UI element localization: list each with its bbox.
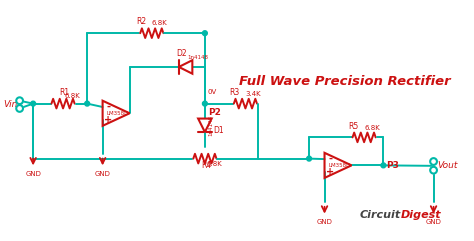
- Text: -: -: [328, 154, 332, 164]
- Text: 6.8K: 6.8K: [152, 20, 168, 27]
- Text: Digest: Digest: [401, 210, 441, 220]
- Circle shape: [31, 101, 36, 106]
- Circle shape: [202, 31, 207, 36]
- Text: GND: GND: [426, 219, 441, 225]
- Text: R4: R4: [201, 161, 211, 169]
- Text: LM358D: LM358D: [329, 163, 351, 168]
- Text: R5: R5: [348, 122, 358, 131]
- Circle shape: [430, 158, 437, 165]
- Circle shape: [202, 101, 207, 106]
- Text: R3: R3: [229, 88, 240, 97]
- Text: P2: P2: [208, 108, 221, 117]
- Text: GND: GND: [25, 171, 41, 177]
- Text: R2: R2: [136, 17, 146, 27]
- Text: Vout: Vout: [438, 161, 458, 170]
- Circle shape: [430, 167, 437, 174]
- Text: 1n4148: 1n4148: [209, 115, 214, 136]
- Circle shape: [85, 101, 90, 106]
- Text: R1: R1: [59, 88, 69, 97]
- Text: D1: D1: [214, 126, 224, 135]
- Text: P3: P3: [386, 161, 399, 170]
- Text: Circuit: Circuit: [359, 210, 401, 220]
- Circle shape: [16, 105, 23, 112]
- Text: D2: D2: [176, 49, 187, 58]
- Text: 6.8K: 6.8K: [364, 125, 380, 131]
- Circle shape: [307, 156, 311, 161]
- Text: 6.8K: 6.8K: [207, 161, 223, 167]
- Text: Vin: Vin: [3, 100, 18, 109]
- Text: -: -: [106, 102, 110, 112]
- Text: Full Wave Precision Rectifier: Full Wave Precision Rectifier: [239, 75, 451, 88]
- Text: GND: GND: [317, 219, 332, 225]
- Text: 6.8K: 6.8K: [65, 93, 81, 99]
- Text: GND: GND: [95, 171, 110, 177]
- Circle shape: [16, 97, 23, 104]
- Text: +: +: [104, 114, 112, 125]
- Text: 3.4K: 3.4K: [246, 91, 261, 97]
- Text: 0V: 0V: [208, 89, 217, 95]
- Circle shape: [381, 163, 386, 168]
- Text: +: +: [326, 167, 334, 177]
- Text: 1n4148: 1n4148: [188, 55, 209, 60]
- Text: LM358D: LM358D: [107, 111, 129, 116]
